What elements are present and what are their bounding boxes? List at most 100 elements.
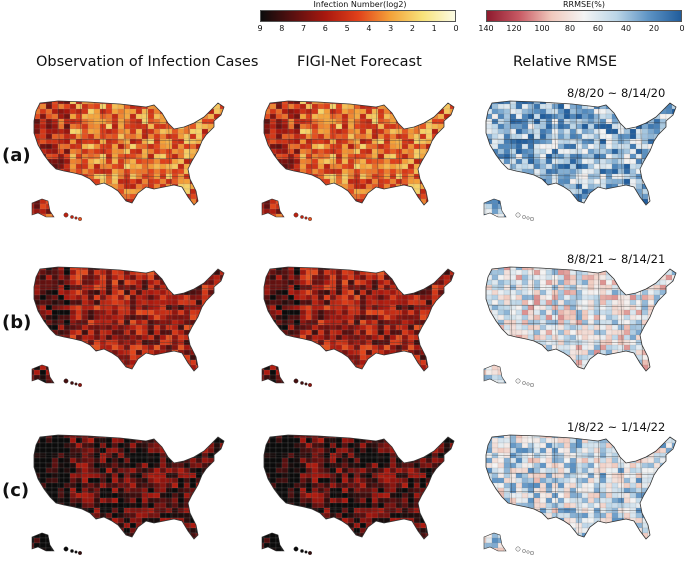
county-cell — [118, 265, 124, 270]
county-cell — [582, 214, 588, 219]
county-cell — [220, 365, 226, 370]
county-cell — [354, 330, 360, 335]
county-cell — [282, 109, 288, 114]
county-cell — [408, 189, 414, 194]
county-cell — [504, 315, 510, 320]
county-cell — [456, 164, 462, 169]
county-cell — [258, 310, 264, 315]
county-cell — [672, 134, 678, 139]
county-cell — [58, 104, 64, 109]
county-cell — [390, 380, 396, 385]
county-cell — [160, 265, 166, 270]
county-cell — [642, 270, 648, 275]
county-cell — [534, 149, 540, 154]
county-cell — [330, 104, 336, 109]
county-cell — [282, 159, 288, 164]
county-cell — [414, 280, 420, 285]
county-cell — [312, 355, 318, 360]
county-cell — [70, 189, 76, 194]
county-cell — [660, 114, 666, 119]
county-cell — [142, 99, 148, 104]
county-cell — [480, 154, 486, 159]
county-cell — [678, 265, 684, 270]
county-cell — [450, 325, 456, 330]
county-cell — [312, 295, 318, 300]
county-cell — [88, 370, 94, 375]
county-cell — [336, 199, 342, 204]
county-cell — [184, 325, 190, 330]
county-cell — [420, 219, 426, 224]
county-cell — [88, 184, 94, 189]
county-cell — [226, 204, 232, 209]
county-cell — [28, 164, 34, 169]
hawaii-island — [300, 215, 303, 218]
county-cell — [444, 169, 450, 174]
county-cell — [366, 169, 372, 174]
county-cell — [432, 174, 438, 179]
county-cell — [306, 209, 312, 214]
county-cell — [654, 154, 660, 159]
county-cell — [408, 330, 414, 335]
county-cell — [264, 169, 270, 174]
county-cell — [396, 370, 402, 375]
county-cell — [184, 199, 190, 204]
county-cell — [166, 204, 172, 209]
county-cell — [348, 214, 354, 219]
county-cell — [588, 159, 594, 164]
county-cell — [342, 385, 348, 390]
county-cell — [432, 265, 438, 270]
county-cell — [402, 129, 408, 134]
county-cell — [438, 315, 444, 320]
county-cell — [516, 270, 522, 275]
county-cell — [516, 280, 522, 285]
county-cell — [264, 124, 270, 129]
county-cell — [366, 109, 372, 114]
county-cell — [282, 355, 288, 360]
county-cell — [82, 124, 88, 129]
county-cell — [366, 310, 372, 315]
county-cell — [510, 164, 516, 169]
county-cell — [606, 285, 612, 290]
county-cell — [106, 275, 112, 280]
county-cell — [348, 380, 354, 385]
county-cell — [300, 375, 306, 380]
county-cell — [552, 340, 558, 345]
county-cell — [600, 214, 606, 219]
county-cell — [432, 194, 438, 199]
county-cell — [552, 124, 558, 129]
county-cell — [166, 114, 172, 119]
county-cell — [28, 209, 34, 214]
county-cell — [148, 370, 154, 375]
county-cell — [636, 119, 642, 124]
county-cell — [504, 189, 510, 194]
county-cell — [660, 280, 666, 285]
county-cell — [348, 350, 354, 355]
county-cell — [582, 305, 588, 310]
county-cell — [82, 179, 88, 184]
county-cell — [312, 290, 318, 295]
county-cell — [552, 325, 558, 330]
county-cell — [82, 360, 88, 365]
county-cell — [226, 355, 232, 360]
county-cell — [672, 159, 678, 164]
county-cell — [456, 194, 462, 199]
county-cell — [480, 280, 486, 285]
county-cell — [160, 370, 166, 375]
county-cell — [588, 174, 594, 179]
county-cell — [40, 159, 46, 164]
county-cell — [76, 345, 82, 350]
county-cell — [366, 139, 372, 144]
county-cell — [366, 295, 372, 300]
county-cell — [28, 149, 34, 154]
county-cell — [510, 179, 516, 184]
county-cell — [480, 109, 486, 114]
county-cell — [324, 169, 330, 174]
county-cell — [214, 290, 220, 295]
county-cell — [654, 325, 660, 330]
county-cell — [258, 184, 264, 189]
county-cell — [94, 204, 100, 209]
county-cell — [28, 194, 34, 199]
county-cell — [160, 345, 166, 350]
county-cell — [318, 109, 324, 114]
county-cell — [46, 179, 52, 184]
